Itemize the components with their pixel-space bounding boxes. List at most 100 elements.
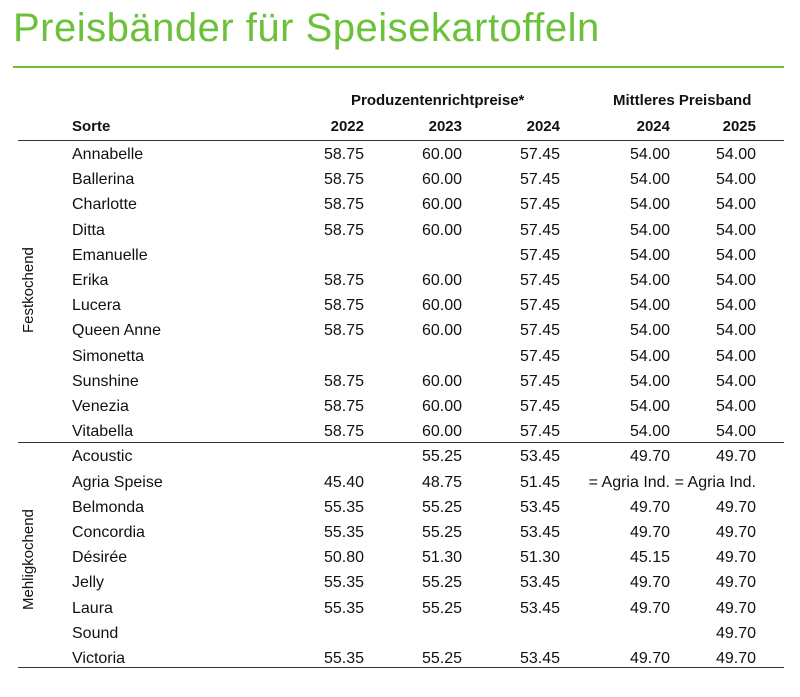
- table-row: Ballerina 58.75 60.00 57.45 54.00 54.00: [72, 167, 784, 192]
- group-label-festkochend: Festkochend: [20, 247, 37, 333]
- cell-value: 60.00: [421, 196, 462, 214]
- title-underline: [13, 66, 784, 68]
- header-divider: [18, 140, 784, 141]
- cell-value: 53.45: [519, 599, 560, 617]
- cell-value: 49.70: [629, 448, 670, 466]
- table-row: Concordia 55.35 55.25 53.45 49.70 49.70: [72, 520, 784, 545]
- cell-value: 55.35: [323, 650, 364, 667]
- cell-value: 51.30: [519, 549, 560, 567]
- cell-sorte: Venezia: [72, 398, 129, 415]
- cell-value: 54.00: [715, 297, 756, 315]
- cell-sorte: Annabelle: [72, 146, 144, 163]
- cell-value: 55.35: [323, 498, 364, 516]
- cell-sorte: Ditta: [72, 221, 105, 239]
- cell-sorte: Queen Anne: [72, 322, 161, 340]
- cell-sorte: Laura: [72, 599, 113, 617]
- cell-value: 58.75: [323, 272, 364, 289]
- cell-value: 58.75: [323, 146, 364, 163]
- cell-value: 54.00: [629, 347, 670, 365]
- cell-value: 60.00: [421, 423, 462, 441]
- cell-value: 55.25: [421, 574, 462, 592]
- cell-sorte: Victoria: [72, 650, 126, 667]
- cell-value: 54.00: [715, 398, 756, 415]
- header-col-2024: 2024: [526, 118, 560, 135]
- cell-value: 54.00: [715, 423, 756, 441]
- table-row: Vitabella 58.75 60.00 57.45 54.00 54.00: [72, 419, 784, 444]
- cell-value: 53.45: [519, 574, 560, 592]
- cell-value: = Agria Ind.: [588, 473, 670, 491]
- page-title: Preisbänder für Speisekartoffeln: [13, 6, 600, 50]
- cell-value: 54.00: [629, 322, 670, 340]
- cell-value: 49.70: [715, 448, 756, 466]
- cell-value: 57.45: [519, 221, 560, 239]
- cell-value: 50.80: [323, 549, 364, 567]
- cell-value: 45.40: [323, 473, 364, 491]
- cell-value: 60.00: [421, 372, 462, 390]
- cell-value: 58.75: [323, 171, 364, 189]
- header-col-band-2024: 2024: [636, 118, 670, 135]
- cell-value: 58.75: [323, 372, 364, 390]
- cell-value: 57.45: [519, 372, 560, 390]
- cell-sorte: Ballerina: [72, 171, 135, 189]
- cell-value: 55.25: [421, 498, 462, 516]
- cell-sorte: Sunshine: [72, 372, 139, 390]
- header-group-mittleres-preisband: Mittleres Preisband: [613, 92, 752, 109]
- cell-value: 54.00: [715, 347, 756, 365]
- table-row: Venezia 58.75 60.00 57.45 54.00 54.00: [72, 394, 784, 419]
- cell-value: 60.00: [421, 146, 462, 163]
- cell-value: 55.25: [421, 448, 462, 466]
- table-row: Ditta 58.75 60.00 57.45 54.00 54.00: [72, 218, 784, 243]
- cell-value: 54.00: [715, 272, 756, 289]
- table-row: Laura 55.35 55.25 53.45 49.70 49.70: [72, 596, 784, 621]
- table-row: Sunshine 58.75 60.00 57.45 54.00 54.00: [72, 369, 784, 394]
- cell-value: 54.00: [715, 372, 756, 390]
- cell-value: 54.00: [715, 322, 756, 340]
- header-col-2022: 2022: [330, 118, 364, 135]
- table-row: Emanuelle 57.45 54.00 54.00: [72, 243, 784, 268]
- cell-value: 54.00: [629, 297, 670, 315]
- cell-value: 53.45: [519, 498, 560, 516]
- table-row: Sound 49.70: [72, 621, 784, 646]
- cell-value: 49.70: [629, 599, 670, 617]
- header-col-band-2025: 2025: [722, 118, 756, 135]
- cell-value: 49.70: [629, 524, 670, 541]
- cell-sorte: Agria Speise: [72, 473, 163, 491]
- cell-value: 54.00: [715, 221, 756, 239]
- cell-value: 58.75: [323, 221, 364, 239]
- table-row: Simonetta 57.45 54.00 54.00: [72, 344, 784, 369]
- cell-value: 49.70: [715, 498, 756, 516]
- cell-value: 54.00: [629, 246, 670, 264]
- cell-value: 58.75: [323, 322, 364, 340]
- cell-value: 49.70: [715, 574, 756, 592]
- cell-value: 55.25: [421, 650, 462, 667]
- table-bottom-line: [18, 667, 784, 668]
- cell-value: 55.35: [323, 574, 364, 592]
- cell-value: 55.25: [421, 599, 462, 617]
- cell-sorte: Erika: [72, 272, 109, 289]
- cell-value: 60.00: [421, 322, 462, 340]
- table-row: Acoustic 55.25 53.45 49.70 49.70: [72, 444, 784, 469]
- table-row: Désirée 50.80 51.30 51.30 45.15 49.70: [72, 545, 784, 570]
- header-group-produzentenrichtpreise: Produzentenrichtpreise*: [351, 92, 525, 109]
- cell-value: 49.70: [715, 599, 756, 617]
- header-col-2023: 2023: [428, 118, 462, 135]
- cell-value: 57.45: [519, 423, 560, 441]
- cell-value: 54.00: [715, 246, 756, 264]
- cell-value: 57.45: [519, 171, 560, 189]
- cell-value: 54.00: [715, 146, 756, 163]
- cell-value: 54.00: [629, 221, 670, 239]
- cell-sorte: Belmonda: [72, 498, 145, 516]
- cell-value: 57.45: [519, 146, 560, 163]
- cell-value: 53.45: [519, 650, 560, 667]
- cell-value: 48.75: [421, 473, 462, 491]
- group-label-mehligkochend: Mehligkochend: [20, 509, 37, 610]
- table-row: Victoria 55.35 55.25 53.45 49.70 49.70: [72, 646, 784, 671]
- cell-sorte: Lucera: [72, 297, 121, 315]
- cell-value: 54.00: [629, 146, 670, 163]
- cell-value: 49.70: [715, 624, 756, 642]
- cell-value: 54.00: [629, 196, 670, 214]
- cell-value: 57.45: [519, 196, 560, 214]
- cell-value: 53.45: [519, 524, 560, 541]
- cell-value: 51.45: [519, 473, 560, 491]
- cell-value: 49.70: [715, 524, 756, 541]
